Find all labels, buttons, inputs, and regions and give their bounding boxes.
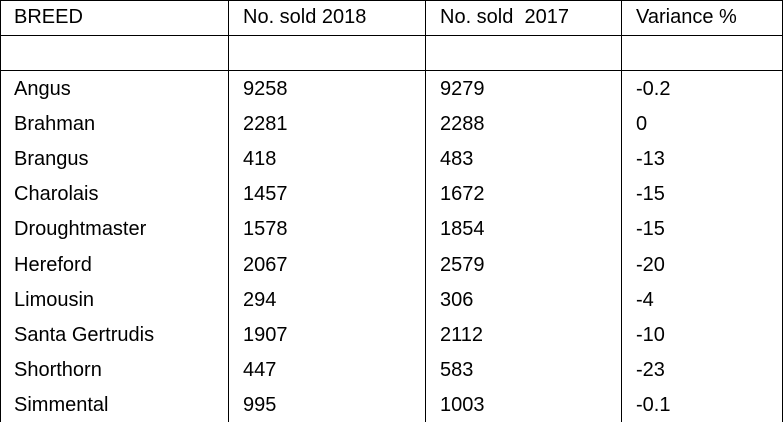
number-cell: 1672: [440, 183, 485, 206]
number-cell: 0: [636, 113, 648, 136]
breed-cell: Angus: [14, 78, 71, 100]
header-cell: BREED: [14, 6, 83, 28]
column-divider: [228, 0, 229, 422]
number-cell: -20: [636, 253, 665, 276]
number-cell: 1578: [243, 218, 288, 241]
number-cell: 418: [243, 148, 277, 171]
number-cell: 294: [243, 288, 277, 311]
row-divider: [0, 70, 783, 71]
number-cell: 1457: [243, 183, 288, 206]
number-cell: -23: [636, 358, 665, 381]
number-cell: 2579: [440, 253, 485, 276]
header-cell: No. sold 2017: [440, 6, 569, 28]
number-cell: -15: [636, 183, 665, 206]
number-cell: 483: [440, 148, 474, 171]
number-cell: 2067: [243, 253, 288, 276]
breed-cell: Simmental: [14, 393, 109, 416]
number-cell: 2112: [440, 323, 484, 346]
number-cell: 306: [440, 288, 474, 311]
header-cell: No. sold 2018: [243, 6, 367, 28]
border: [0, 0, 1, 422]
column-divider: [621, 0, 622, 422]
number-cell: 9279: [440, 78, 485, 100]
number-cell: -0.2: [636, 78, 671, 100]
border: [0, 0, 783, 1]
breed-cell: Hereford: [14, 253, 92, 276]
number-cell: 995: [243, 393, 277, 416]
number-cell: -10: [636, 323, 665, 346]
row-divider: [0, 35, 783, 36]
number-cell: 2288: [440, 113, 485, 136]
breed-cell: Droughtmaster: [14, 218, 147, 241]
number-cell: 9258: [243, 78, 288, 100]
breed-cell: Santa Gertrudis: [14, 323, 155, 346]
breed-cell: Charolais: [14, 183, 99, 206]
number-cell: 1003: [440, 393, 485, 416]
breed-cell: Brangus: [14, 148, 89, 171]
header-cell: Variance %: [636, 6, 737, 28]
number-cell: -4: [636, 288, 654, 311]
number-cell: 1907: [243, 323, 288, 346]
breed-cell: Limousin: [14, 288, 95, 311]
number-cell: -13: [636, 148, 665, 171]
number-cell: 2281: [243, 113, 288, 136]
number-cell: 583: [440, 358, 474, 381]
number-cell: -0.1: [636, 393, 671, 416]
number-cell: 447: [243, 358, 277, 381]
breed-cell: Brahman: [14, 113, 96, 136]
column-divider: [425, 0, 426, 422]
number-cell: 1854: [440, 218, 485, 241]
number-cell: -15: [636, 218, 665, 241]
breed-cell: Shorthorn: [14, 358, 102, 381]
